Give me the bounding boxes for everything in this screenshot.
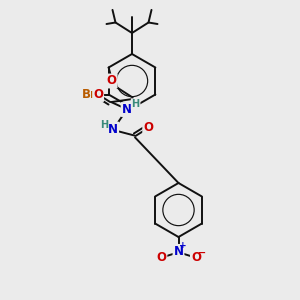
Text: O: O <box>191 251 201 264</box>
Text: +: + <box>179 242 187 250</box>
Text: N: N <box>173 245 184 258</box>
Text: O: O <box>106 74 117 88</box>
Text: H: H <box>132 99 140 109</box>
Text: Br: Br <box>82 88 97 101</box>
Text: O: O <box>143 121 153 134</box>
Text: −: − <box>198 248 206 258</box>
Text: H: H <box>100 120 108 130</box>
Text: N: N <box>108 122 118 136</box>
Text: O: O <box>156 251 167 264</box>
Text: O: O <box>93 88 103 101</box>
Text: N: N <box>122 103 132 116</box>
